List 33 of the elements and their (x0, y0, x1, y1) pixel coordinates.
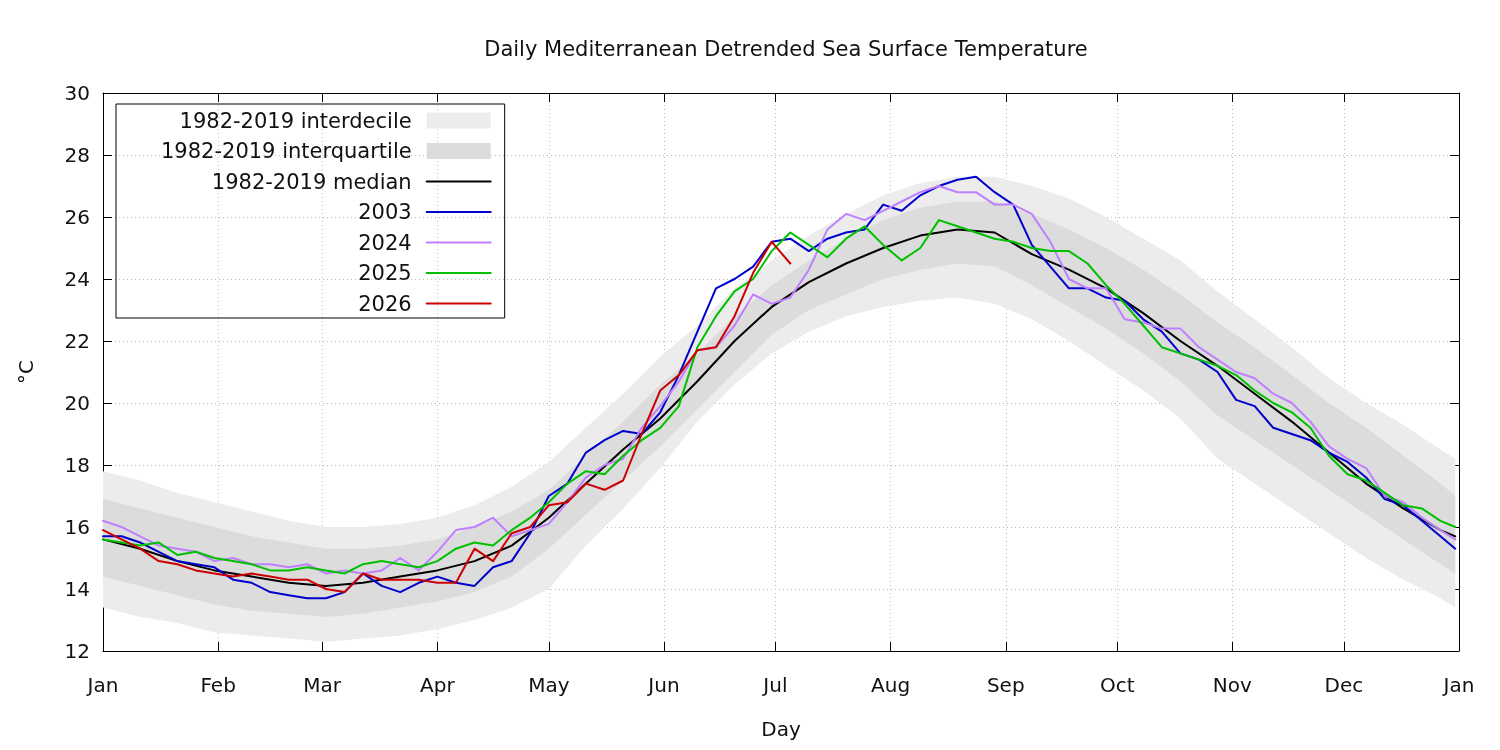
y-tick-label: 24 (64, 267, 90, 291)
x-tick-label: Apr (420, 673, 456, 697)
x-tick-label: Jun (646, 673, 680, 697)
y-tick-label: 20 (64, 391, 90, 415)
y-tick-label: 12 (64, 639, 90, 663)
x-tick-label: Mar (303, 673, 342, 697)
x-tick-label: May (528, 673, 570, 697)
x-tick-label: Aug (871, 673, 911, 697)
legend-label: 1982-2019 median (211, 169, 412, 194)
x-tick-label: Jan (1441, 673, 1475, 697)
y-tick-label: 22 (64, 329, 90, 353)
legend-label: 1982-2019 interquartile (161, 139, 412, 163)
x-tick-label: Jan (85, 673, 119, 697)
y-tick-label: 26 (64, 205, 90, 229)
y-tick-label: 30 (64, 81, 90, 105)
y-axis-title: °C (14, 360, 38, 384)
legend-label: 2024 (358, 230, 412, 255)
x-tick-label: Oct (1099, 673, 1135, 697)
y-tick-label: 14 (64, 577, 90, 601)
x-tick-label: Dec (1324, 673, 1364, 697)
legend-label: 2026 (358, 291, 412, 316)
x-tick-label: Feb (200, 673, 236, 697)
x-tick-label: Nov (1212, 673, 1253, 697)
legend-label: 2025 (358, 261, 412, 285)
y-tick-label: 28 (64, 143, 90, 167)
x-tick-label: Jul (761, 673, 788, 697)
legend-label: 2003 (358, 200, 412, 224)
chart-title: Daily Mediterranean Detrended Sea Surface Temperature (484, 36, 1088, 61)
y-tick-label: 18 (64, 453, 90, 477)
x-axis-title: Day (761, 717, 801, 741)
legend-label: 1982-2019 interdecile (179, 108, 412, 133)
y-tick-label: 16 (64, 515, 90, 539)
x-tick-label: Sep (986, 673, 1025, 697)
